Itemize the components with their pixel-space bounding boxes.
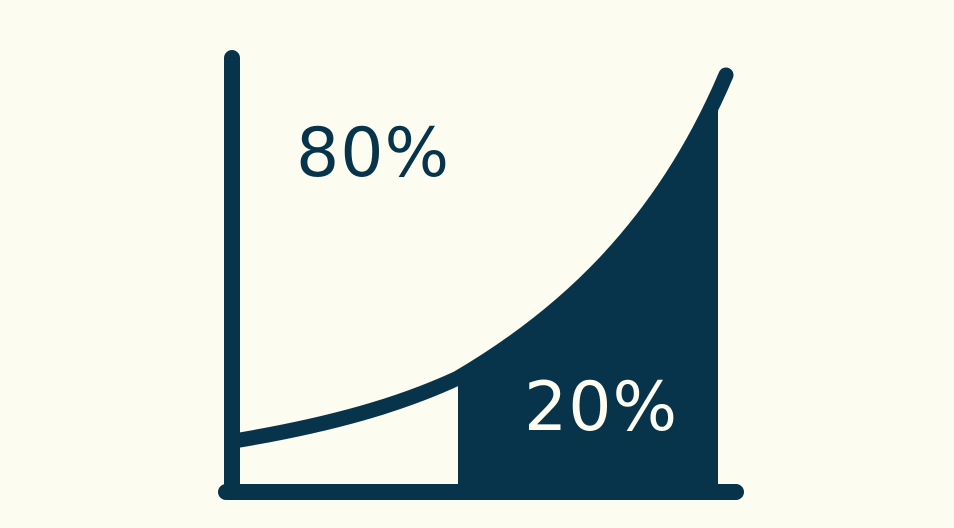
label-20-percent: 20% (524, 368, 678, 447)
pareto-curve (226, 67, 734, 449)
shaded-area-20 (458, 95, 718, 492)
label-80-percent: 80% (296, 114, 450, 193)
